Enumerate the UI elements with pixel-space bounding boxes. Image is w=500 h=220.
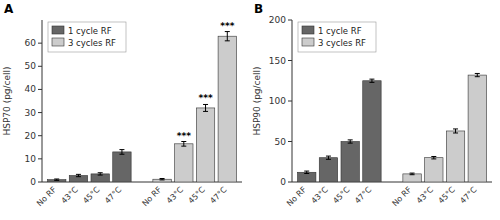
error-bar — [54, 179, 59, 180]
y-axis — [42, 20, 43, 182]
annotation: *** — [220, 21, 234, 31]
y-tick — [38, 66, 42, 67]
x-tick-label: 45°C — [331, 185, 352, 206]
bar — [218, 36, 236, 182]
error-bar — [431, 156, 436, 158]
error-bar — [304, 171, 309, 173]
x-tick-label: 45°C — [437, 185, 458, 206]
y-tick — [38, 135, 42, 136]
legend-frame — [298, 22, 376, 52]
x-tick-label: 43°C — [415, 185, 436, 206]
y-axis — [292, 20, 293, 182]
legend-swatch — [52, 26, 64, 34]
x-tick-label: 45°C — [187, 185, 208, 206]
error-bar — [76, 174, 81, 176]
error-bar — [369, 79, 374, 82]
y-tick-label: 60 — [25, 38, 37, 48]
panel: 0102030405060*********No RF43°C45°C47°CN… — [2, 2, 242, 208]
x-tick-label: No RF — [285, 185, 308, 208]
x-tick-label: 45°C — [81, 185, 102, 206]
error-bar — [410, 173, 415, 175]
y-tick — [38, 182, 42, 183]
bar — [48, 180, 66, 182]
x-tick-label: 43°C — [165, 185, 186, 206]
bar — [113, 152, 131, 182]
y-tick — [38, 112, 42, 113]
y-tick-label: 100 — [269, 96, 286, 106]
y-label: HSP70 (pg/cell) — [2, 66, 12, 135]
bars — [48, 32, 237, 182]
panel: 050100150200No RF43°C45°C47°CNo RF43°C45… — [252, 2, 492, 208]
bar — [403, 174, 421, 182]
y-tick — [288, 182, 292, 183]
y-tick — [288, 101, 292, 102]
legend-label: 3 cycles RF — [68, 38, 116, 48]
y-tick-label: 50 — [25, 61, 37, 71]
y-tick-label: 200 — [269, 15, 286, 25]
error-bar — [326, 156, 331, 159]
x-tick-label: No RF — [35, 185, 58, 208]
y-tick-label: 50 — [275, 137, 287, 147]
y-tick-label: 0 — [280, 177, 286, 187]
legend-label: 1 cycle RF — [318, 26, 362, 36]
error-bar — [225, 32, 230, 41]
legend-swatch — [302, 26, 314, 34]
y-tick — [288, 60, 292, 61]
legend: 1 cycle RF 3 cycles RF — [48, 22, 126, 52]
bars — [298, 73, 487, 182]
y-tick — [288, 20, 292, 21]
bar — [363, 81, 381, 182]
y-tick-label: 30 — [25, 108, 37, 118]
x-tick-label: 47°C — [458, 185, 479, 206]
legend-label: 3 cycles RF — [318, 38, 366, 48]
y-tick-label: 20 — [25, 131, 37, 141]
annotation: *** — [177, 131, 191, 141]
bar — [298, 172, 316, 182]
x-tick-label: No RF — [140, 185, 163, 208]
title: B — [254, 2, 263, 16]
x-tick-label: No RF — [390, 185, 413, 208]
bar — [446, 131, 464, 182]
bar — [69, 176, 87, 182]
annotation: *** — [198, 93, 212, 103]
bar — [196, 108, 214, 182]
y-label: HSP90 (pg/cell) — [252, 66, 262, 135]
y-tick-label: 150 — [269, 56, 286, 66]
bar — [153, 179, 171, 182]
error-bar — [475, 73, 480, 76]
x-tick-label: 47°C — [103, 185, 124, 206]
legend-swatch — [52, 38, 64, 46]
y-tick — [38, 89, 42, 90]
error-bar — [203, 104, 208, 111]
chart: 0102030405060*********No RF43°C45°C47°CN… — [0, 0, 500, 220]
error-bar — [181, 142, 186, 147]
y-tick — [38, 43, 42, 44]
error-bar — [98, 173, 103, 175]
legend-swatch — [302, 38, 314, 46]
legend-label: 1 cycle RF — [68, 26, 112, 36]
y-tick — [288, 141, 292, 142]
y-tick-label: 0 — [30, 177, 36, 187]
legend: 1 cycle RF 3 cycles RF — [298, 22, 376, 52]
y-tick-label: 40 — [25, 84, 37, 94]
title: A — [4, 2, 14, 16]
x-tick-label: 47°C — [208, 185, 229, 206]
x-tick-label: 43°C — [310, 185, 331, 206]
bar — [468, 75, 486, 182]
x-tick-label: 47°C — [353, 185, 374, 206]
legend-frame — [48, 22, 126, 52]
error-bar — [453, 129, 458, 133]
bar — [91, 174, 109, 182]
bar — [175, 144, 193, 182]
bar — [425, 158, 443, 182]
x-tick-label: 43°C — [60, 185, 81, 206]
error-bar — [160, 179, 165, 180]
y-tick-label: 10 — [25, 154, 37, 164]
error-bar — [348, 140, 353, 143]
bar — [319, 158, 337, 182]
bar — [341, 142, 359, 183]
error-bar — [119, 150, 124, 155]
y-tick — [38, 158, 42, 159]
